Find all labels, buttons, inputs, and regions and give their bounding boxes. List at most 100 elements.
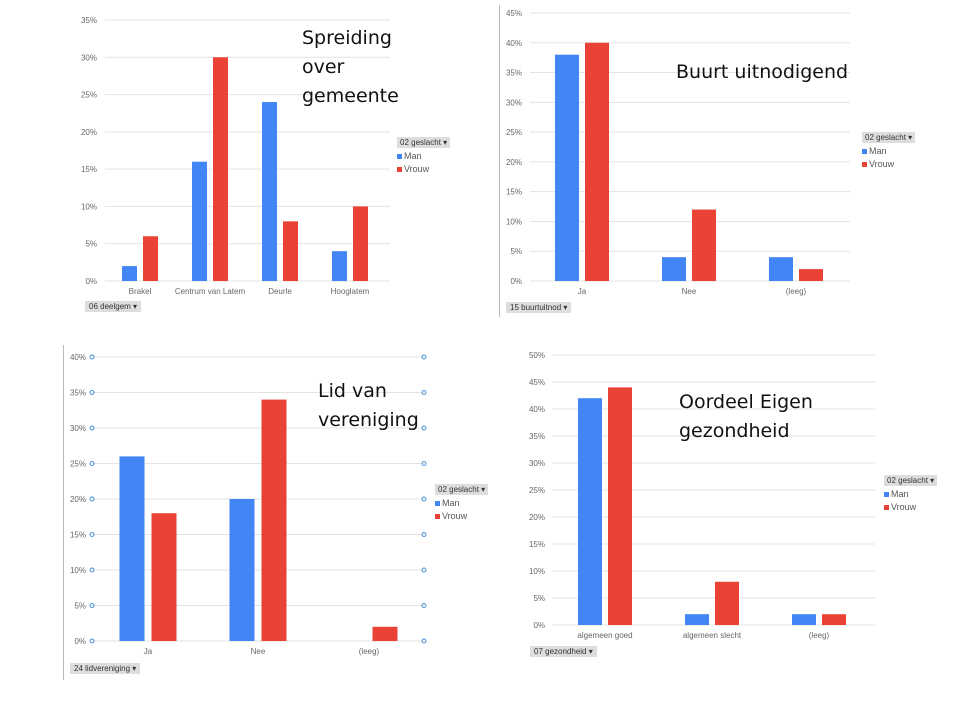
legend-swatch-vrouw (397, 166, 402, 172)
legend-swatch-vrouw (884, 504, 889, 510)
resize-handle (421, 354, 427, 360)
x-tick-label: Nee (682, 287, 697, 296)
legend-filter-button[interactable]: 02 geslacht ▾ (884, 475, 938, 486)
resize-handle (89, 603, 95, 608)
bar-man-brakel (122, 266, 137, 281)
bar-man--leeg- (769, 257, 793, 281)
x-tick-label: Centrum van Latem (175, 287, 246, 296)
y-tick-label: 5% (74, 602, 86, 611)
bar-man-algemeen-goed (578, 398, 602, 625)
y-tick-label: 30% (70, 424, 86, 433)
y-tick-label: 10% (506, 217, 522, 226)
resize-handle (89, 638, 95, 644)
x-tick-label: (leeg) (786, 287, 807, 296)
y-tick-label: 15% (81, 165, 97, 174)
legend-label-man: Man (404, 151, 422, 161)
y-tick-label: 50% (529, 351, 545, 360)
y-tick-label: 35% (70, 389, 86, 398)
category-filter-button[interactable]: 07 gezondheid ▾ (530, 646, 597, 657)
legend: 02 geslacht ▾ Man Vrouw (862, 132, 916, 169)
bar-vrouw-hooglatem (353, 206, 368, 281)
resize-handle (89, 567, 95, 573)
y-tick-label: 40% (70, 353, 86, 362)
y-tick-label: 25% (70, 460, 86, 469)
bar-man--leeg- (792, 614, 816, 625)
y-tick-label: 25% (529, 486, 545, 495)
y-tick-label: 5% (533, 594, 545, 603)
y-tick-label: 25% (506, 128, 522, 137)
x-tick-label: (leeg) (809, 631, 830, 640)
x-tick-label: Hooglatem (331, 287, 370, 296)
y-tick-label: 0% (510, 277, 522, 286)
legend-label-man: Man (442, 498, 460, 508)
legend-label-vrouw: Vrouw (891, 502, 917, 512)
legend-filter-button[interactable]: 02 geslacht ▾ (435, 484, 489, 495)
y-tick-label: 45% (529, 378, 545, 387)
legend-label-vrouw: Vrouw (869, 159, 895, 169)
y-tick-label: 30% (506, 98, 522, 107)
legend-filter-button[interactable]: 02 geslacht ▾ (397, 137, 451, 148)
x-tick-label: Ja (144, 647, 153, 656)
y-tick-label: 25% (81, 91, 97, 100)
bar-vrouw-deurle (283, 221, 298, 281)
y-tick-label: 10% (70, 566, 86, 575)
y-tick-label: 10% (81, 202, 97, 211)
y-tick-label: 20% (529, 513, 545, 522)
panel-border (63, 345, 64, 680)
resize-handle (89, 390, 95, 395)
category-filter-button[interactable]: 06 deelgem ▾ (85, 301, 142, 312)
bar-man-centrum-van-latem (192, 161, 207, 281)
legend: 02 geslacht ▾ Man Vrouw (884, 475, 938, 512)
bar-vrouw--leeg- (372, 626, 398, 641)
legend-swatch-vrouw (862, 161, 867, 167)
resize-handle (421, 425, 427, 431)
y-tick-label: 20% (70, 495, 86, 504)
bar-man-deurle (262, 102, 277, 282)
bar-vrouw-algemeen-slecht (715, 581, 739, 625)
y-tick-label: 10% (529, 567, 545, 576)
y-tick-label: 30% (81, 53, 97, 62)
y-tick-label: 30% (529, 459, 545, 468)
x-tick-label: Nee (251, 647, 266, 656)
chart-title: Oordeel Eigen gezondheid (679, 391, 813, 442)
x-tick-label: algemeen slecht (683, 631, 742, 640)
bar-vrouw-ja (151, 513, 177, 641)
y-tick-label: 35% (529, 432, 545, 441)
y-tick-label: 20% (506, 158, 522, 167)
y-tick-label: 35% (81, 16, 97, 25)
y-tick-label: 45% (506, 9, 522, 18)
legend-label-vrouw: Vrouw (404, 164, 430, 174)
bar-man-algemeen-slecht (685, 614, 709, 625)
x-tick-label: Deurle (268, 287, 292, 296)
y-tick-label: 15% (70, 531, 86, 540)
y-tick-label: 0% (533, 621, 545, 630)
y-tick-label: 20% (81, 128, 97, 137)
chart-title: Buurt uitnodigend (676, 61, 849, 83)
bar-man-ja (119, 456, 145, 641)
y-tick-label: 0% (74, 637, 86, 646)
bar-man-ja (555, 54, 579, 281)
y-tick-label: 40% (529, 405, 545, 414)
resize-handle (89, 532, 95, 537)
resize-handle (421, 461, 427, 466)
category-filter-button[interactable]: 24 lidvereniging ▾ (70, 663, 141, 674)
legend-swatch-man (884, 491, 889, 497)
resize-handle (421, 390, 427, 395)
panel-border (499, 5, 500, 317)
legend-label-man: Man (869, 146, 887, 156)
legend: 02 geslacht ▾ Man Vrouw (435, 484, 489, 521)
legend-swatch-man (397, 153, 402, 159)
chart-title: Spreiding over gemeente (302, 27, 399, 107)
bar-vrouw--leeg- (799, 269, 823, 281)
y-tick-label: 15% (506, 188, 522, 197)
legend-swatch-man (862, 148, 867, 154)
resize-handle (89, 425, 95, 431)
x-tick-label: algemeen goed (577, 631, 632, 640)
resize-handle (421, 496, 427, 502)
resize-handle (89, 354, 95, 360)
legend-filter-button[interactable]: 02 geslacht ▾ (862, 132, 916, 143)
bar-vrouw-algemeen-goed (608, 387, 632, 625)
category-filter-button[interactable]: 15 buurtuitnod ▾ (506, 302, 572, 313)
resize-handle (421, 638, 427, 644)
y-tick-label: 0% (85, 277, 97, 286)
